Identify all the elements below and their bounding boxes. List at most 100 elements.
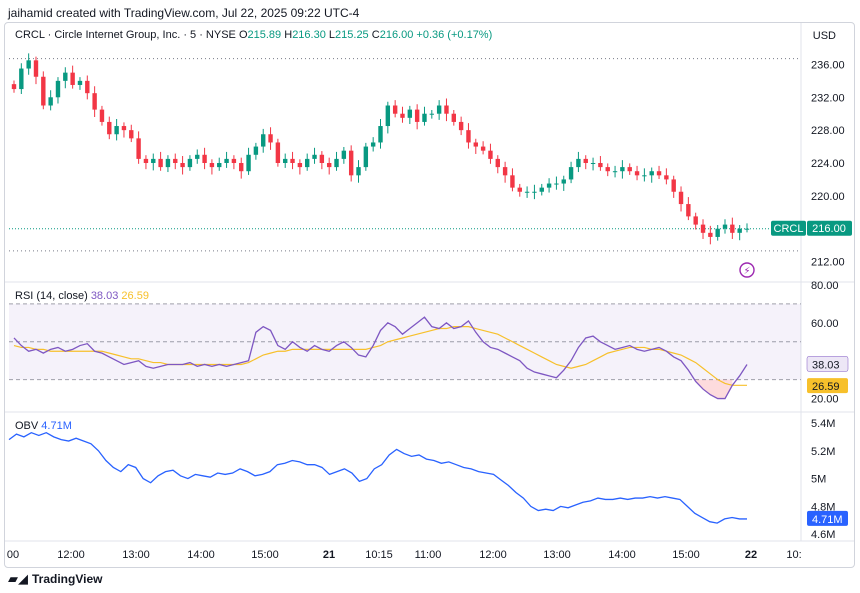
candle-body [290,158,295,163]
candle-body [63,72,68,81]
candle-body [165,158,171,168]
candle-body [444,105,449,114]
tradingview-logo[interactable]: ▰◢ TradingView [8,571,102,587]
chart-canvas[interactable]: 236.00 232.00 228.00 224.00 220.00 216.00 212.… [5,23,854,567]
candle-body [429,113,435,115]
obv-tick-label: 4.6M [811,529,835,541]
candle-body [700,224,706,233]
symbol-legend[interactable]: CRCL · Circle Internet Group, Inc. · 5 ·… [15,29,492,41]
time-tick-label: 13:00 [122,549,150,561]
candle-body [341,150,347,159]
price-badge [807,220,852,236]
currency-label[interactable]: USD [812,30,836,42]
candle-body [107,121,112,135]
candle-body [686,204,691,217]
candle-body [407,109,413,118]
candle-body [195,154,200,159]
chart-container[interactable]: 236.00 232.00 228.00 224.00 220.00 216.00 212.… [4,22,855,568]
candle-body [158,158,163,168]
candle-body [217,163,222,168]
candle-body [385,105,391,127]
candle-body [730,224,735,233]
candle-body [532,191,537,193]
candle-body [151,158,156,163]
candle-body [48,97,53,106]
high-value: 216.30 [292,29,326,41]
candle-body [392,105,398,114]
price-tick-label: 236.00 [811,59,845,71]
candle-body [715,228,720,237]
candle-body [70,72,75,85]
candle-body [268,134,273,143]
candle-body [99,109,105,122]
time-tick-label: 12:00 [479,549,507,561]
candle-body [605,167,610,172]
close-label: C [371,29,380,41]
candle-body [517,187,522,192]
candle-body [671,179,676,192]
candle-body [400,113,405,118]
candle-body [502,167,508,176]
candle-body [744,228,750,230]
time-tick-label: 10:15 [365,549,393,561]
time-tick-label: 12:00 [57,549,85,561]
candle-body [11,84,17,90]
candle-body [224,158,229,163]
time-tick-label: 13:00 [543,549,571,561]
candle-body [546,183,552,188]
candle-body [85,80,90,94]
rsi-legend-value: 38.03 [90,290,119,302]
rsi-tick-label: 20.00 [811,394,839,406]
candle-body [378,126,383,143]
obv-value-badge-text: 4.71M [812,514,843,526]
candle-body [370,142,376,147]
rsi-value-badge [806,356,849,372]
candle-body [246,154,251,172]
change-value: +0.36 (+0.17%) [416,29,493,41]
candle-body [173,158,178,163]
obv-legend[interactable]: OBV 4.71M [15,420,72,432]
candle-body [363,146,369,168]
obv-title[interactable]: OBV [15,420,39,432]
obv-value-badge [807,510,848,526]
rsi-tick-label: 60.00 [811,318,839,330]
candle-body [664,175,669,180]
candle-body [488,150,493,159]
low-value: 215.25 [335,29,369,41]
candle-body [473,142,478,147]
obv-line [8,431,747,524]
candle-body [348,150,354,176]
candle-body [678,191,684,205]
rsi-legend[interactable]: RSI (14, close) 38.03 26.59 [15,290,149,302]
open-value: 215.89 [247,29,282,41]
candle-body [422,113,427,122]
candle-body [253,146,259,155]
candle-body [19,68,24,90]
candle-body [510,175,515,188]
obv-tick-label: 5M [811,474,826,486]
candle-body [305,158,310,168]
candle-body [612,171,618,173]
rsi-title[interactable]: RSI (14, close) [15,290,88,302]
symbol-title[interactable]: CRCL · Circle Internet Group, Inc. · 5 ·… [15,29,236,41]
rsi-ma-badge [807,378,848,394]
obv-tick-label: 4.8M [811,501,835,513]
candle-body [143,158,149,163]
lightning-icon: ⚡ [743,266,750,277]
candle-body [590,163,596,164]
candle-body [275,142,281,163]
rsi-ma-badge-text: 26.59 [812,381,840,393]
candle-body [55,80,61,98]
low-label: L [328,29,336,41]
candle-body [319,154,325,163]
symbol-badge [771,220,806,236]
candle-body [121,126,127,131]
candle-body [451,113,456,122]
candle-body [583,158,588,163]
candle-body [26,60,31,69]
candle-body [466,130,471,143]
candle-body [598,163,603,168]
symbol-badge-label: CRCL [774,223,804,235]
close-value: 216.00 [379,29,414,41]
time-tick-label: 10: [786,549,801,561]
